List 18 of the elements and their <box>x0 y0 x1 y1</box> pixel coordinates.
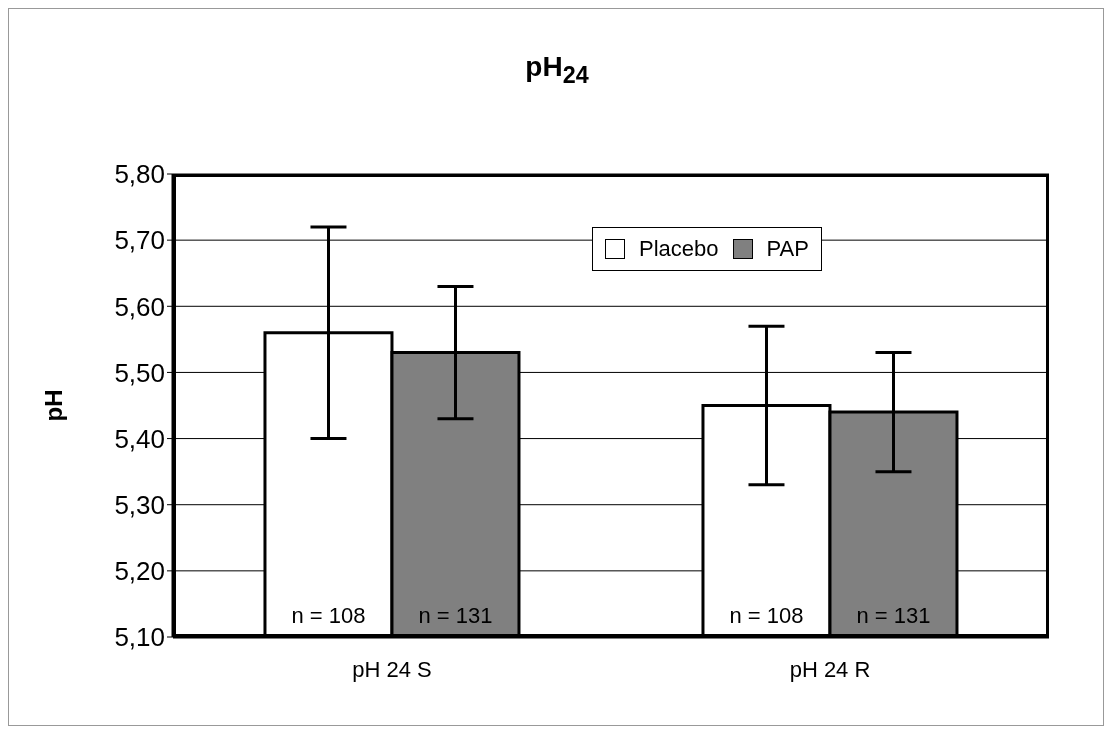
annotation: n = 108 <box>729 603 804 628</box>
y-tick-label: 5,60 <box>114 291 165 322</box>
x-tick-label: pH 24 S <box>352 656 432 682</box>
y-axis-title: pH <box>39 389 67 422</box>
y-tick-label: 5,70 <box>114 225 165 256</box>
chart-title: pH$_{24}$ <box>524 51 590 89</box>
x-tick-label: pH 24 R <box>789 656 871 682</box>
y-tick-label: 5,10 <box>114 622 165 653</box>
y-tick-label: 5,30 <box>114 489 165 520</box>
y-tick-label: 5,80 <box>114 159 165 190</box>
legend-label: Placebo <box>638 236 719 262</box>
annotation: n = 131 <box>418 603 493 628</box>
y-tick-label: 5,40 <box>114 423 165 454</box>
annotation: n = 108 <box>291 603 366 628</box>
y-tick-label: 5,20 <box>114 556 165 587</box>
annotation: n = 131 <box>856 603 931 628</box>
legend-label: PAP <box>765 236 809 262</box>
y-tick-label: 5,50 <box>114 357 165 388</box>
